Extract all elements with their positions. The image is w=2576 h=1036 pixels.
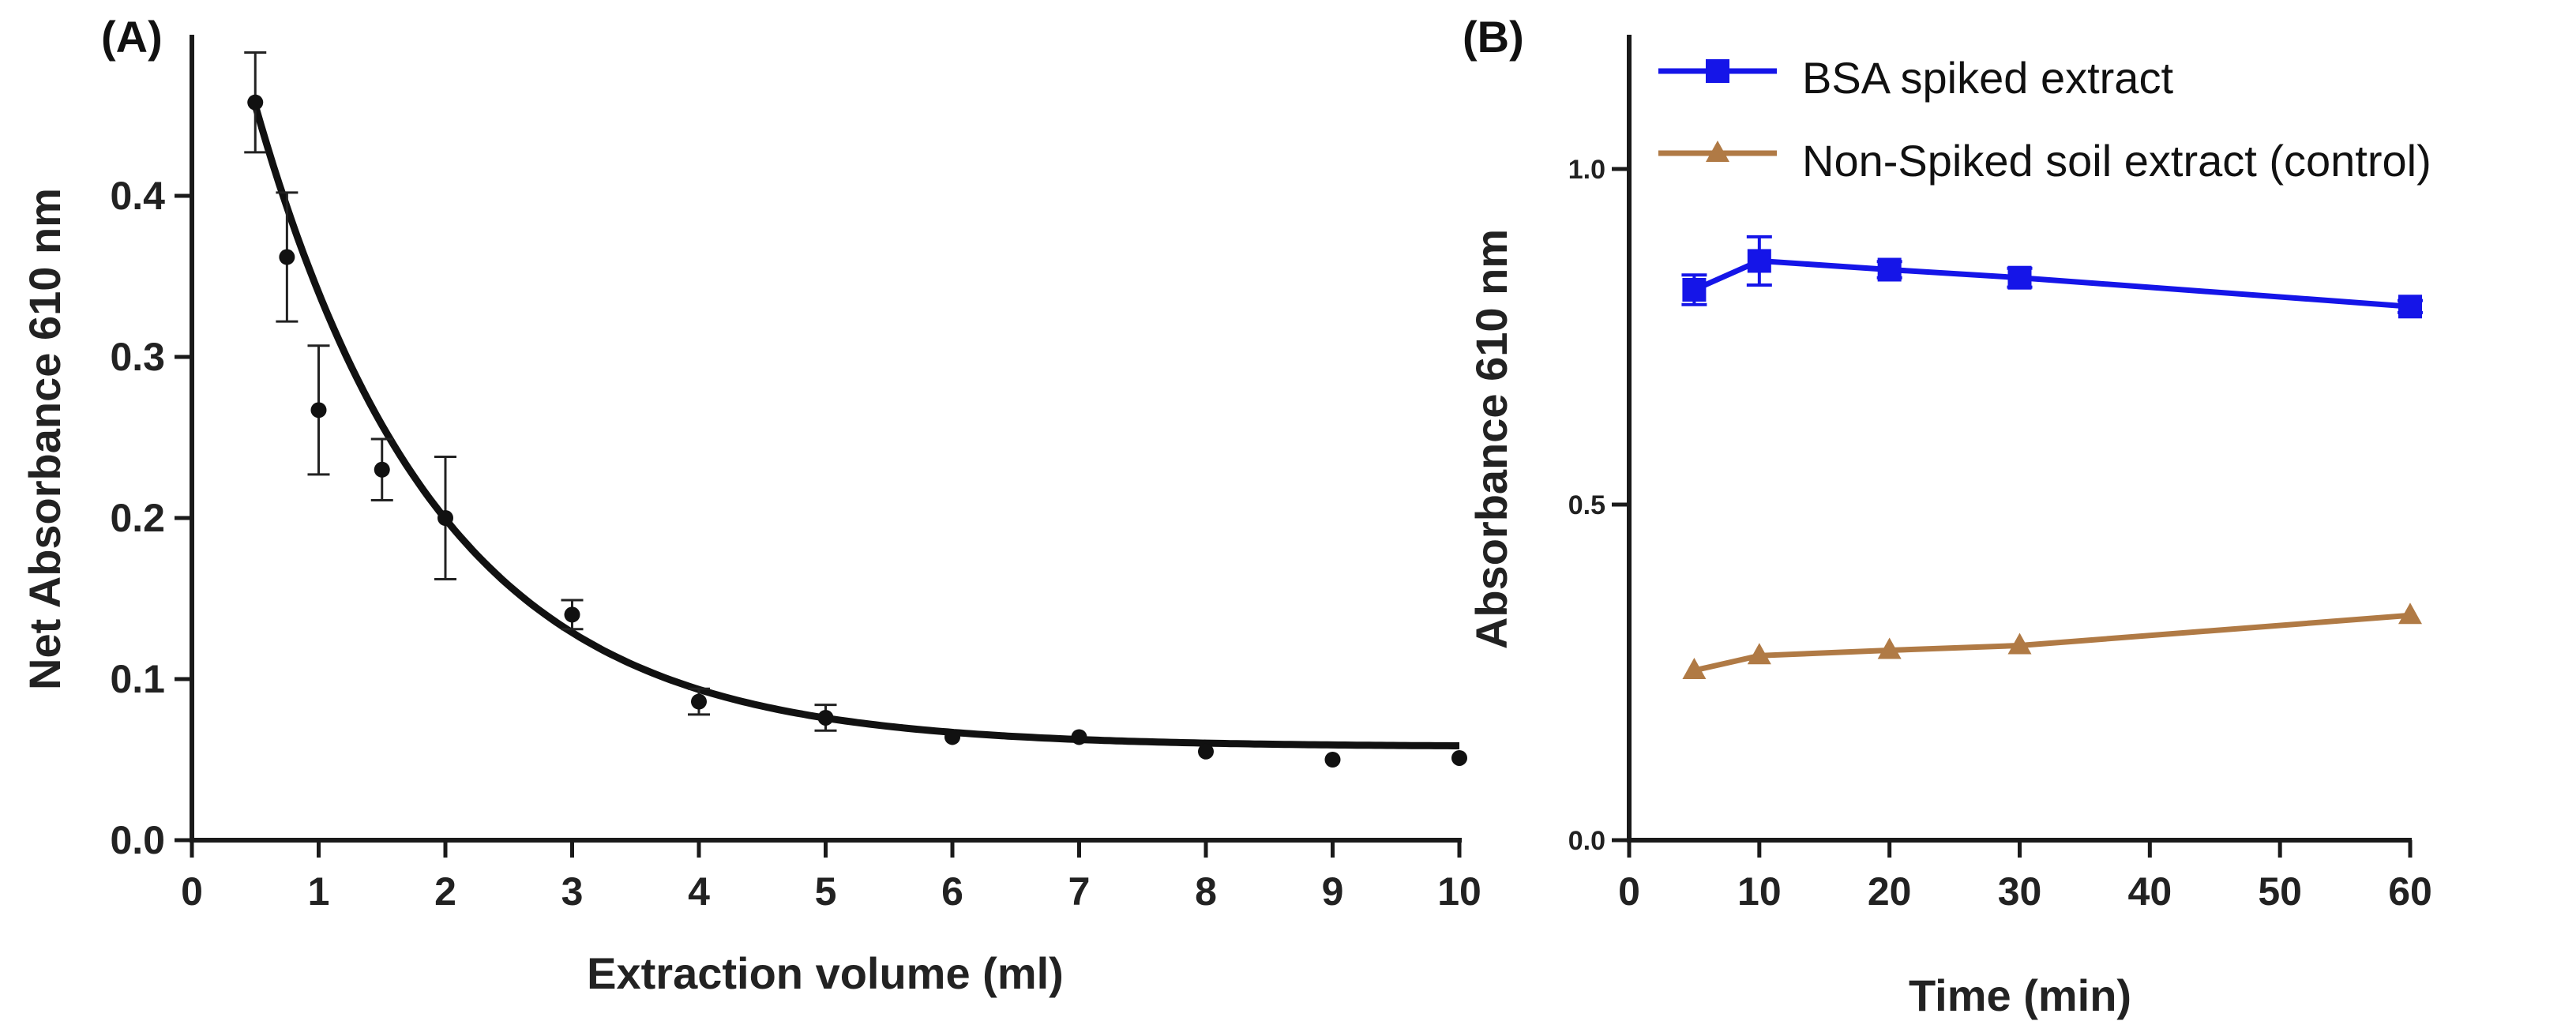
- panel-b-series-control: [1682, 602, 2422, 679]
- panel-a-data-point: [691, 693, 707, 710]
- panel-a-y-tick-label: 0.1: [110, 657, 165, 701]
- panel-a-data-point: [1324, 752, 1341, 768]
- panel-a-y-tick-label: 0.2: [110, 496, 165, 540]
- panel-b-legend: BSA spiked extract Non-Spiked soil extra…: [1658, 53, 2431, 186]
- panel-a-data-point: [1198, 743, 1214, 760]
- panel-a-x-tick-label: 3: [561, 869, 584, 914]
- panel-b-x-tick-label: 60: [2388, 869, 2432, 914]
- panel-a-x-tick-label: 5: [815, 869, 837, 914]
- panel-b-data-point: [1877, 637, 1902, 659]
- panel-a-fit-curve-group: [251, 104, 1459, 749]
- panel-b-x-tick-label: 40: [2128, 869, 2172, 914]
- panel-a-data-point: [817, 709, 834, 726]
- panel-b-data-point: [1682, 657, 1707, 679]
- panel-b-data-point: [1877, 257, 1902, 282]
- panel-a-data-point: [1071, 729, 1087, 745]
- panel-a-data-point: [564, 606, 580, 623]
- panel-b-data-point: [1747, 643, 1771, 665]
- panel-a-x-tick-label: 4: [688, 869, 710, 914]
- panel-b-x-tick-label: 30: [1998, 869, 2042, 914]
- panel-b-data-point: [2398, 602, 2422, 625]
- legend-symbol-control: [1658, 141, 1777, 162]
- panel-b-x-tick-label: 50: [2258, 869, 2302, 914]
- legend-label-control: Non-Spiked soil extract (control): [1802, 136, 2431, 186]
- panel-a-x-tick-label: 8: [1195, 869, 1217, 914]
- panel-a-x-tick-label: 0: [181, 869, 203, 914]
- panel-a-fit-curve: [251, 104, 1459, 749]
- panel-a-x-tick-label: 2: [434, 869, 456, 914]
- panel-a-data-point: [437, 510, 453, 526]
- panel-a-y-axis-label: Net Absorbance 610 nm: [20, 188, 69, 690]
- legend-marker: [1706, 141, 1729, 162]
- panel-b-x-axis-label: Time (min): [1909, 970, 2131, 1020]
- panel-b: (B) 0 10 20 30 40 50 60 0.0 0.5 1.0 BSA spiked e…: [1463, 12, 2432, 1020]
- panel-b-x-tick-label: 10: [1737, 869, 1782, 914]
- panel-b-x-tick-label: 20: [1868, 869, 1912, 914]
- panel-a-x-tick-label: 10: [1437, 869, 1481, 914]
- legend-symbol-bsa: [1658, 59, 1777, 83]
- panel-b-data-point: [1747, 249, 1771, 273]
- panel-b-data-point: [2398, 295, 2422, 319]
- panel-b-y-ticks: 0.0 0.5 1.0: [1568, 155, 1629, 856]
- panel-b-series-line: [1693, 612, 2411, 674]
- panel-b-y-tick-label: 0.0: [1568, 826, 1605, 856]
- panel-a-points: [244, 51, 1467, 768]
- panel-a-data-point: [374, 461, 390, 478]
- panel-a-x-tick-label: 1: [308, 869, 330, 914]
- panel-b-data-point: [2007, 265, 2032, 290]
- panel-a-y-ticks: 0.0 0.1 0.2 0.3 0.4: [110, 174, 192, 862]
- panel-b-series-line: [1692, 257, 2411, 310]
- panel-a-x-tick-label: 6: [941, 869, 963, 914]
- panel-a-data-point: [247, 94, 264, 111]
- panel-a-y-tick-label: 0.3: [110, 335, 165, 379]
- panel-b-y-tick-label: 0.5: [1568, 490, 1605, 520]
- panel-b-x-tick-label: 0: [1618, 869, 1640, 914]
- panel-a-data-point: [310, 402, 327, 419]
- panel-b-series: [1681, 235, 2423, 679]
- panel-a-label: (A): [101, 12, 163, 62]
- panel-a: (A) 0 1 2 3 4 5 6 7 8 9 10 0.0 0.1 0.2 0.3 0.4 Extract…: [20, 12, 1481, 998]
- panel-a-x-ticks: 0 1 2 3 4 5 6 7 8 9 10: [181, 840, 1481, 914]
- panel-a-data-point: [944, 729, 960, 745]
- panel-b-data-point: [1682, 278, 1707, 302]
- panel-b-x-ticks: 0 10 20 30 40 50 60: [1618, 840, 2432, 914]
- panel-b-series-bsa: [1681, 235, 2423, 319]
- panel-b-data-point: [2007, 632, 2032, 655]
- panel-a-x-axis-label: Extraction volume (ml): [587, 948, 1064, 998]
- panel-b-label: (B): [1463, 12, 1524, 62]
- panel-a-x-tick-label: 9: [1322, 869, 1344, 914]
- panel-a-data-point: [279, 249, 295, 265]
- legend-marker: [1706, 59, 1729, 83]
- panel-b-y-axis-label: Absorbance 610 nm: [1466, 229, 1516, 649]
- panel-a-data-point: [1451, 749, 1467, 766]
- panel-b-y-tick-label: 1.0: [1568, 155, 1605, 185]
- panel-a-y-tick-label: 0.0: [110, 818, 165, 862]
- panel-a-x-tick-label: 7: [1068, 869, 1091, 914]
- legend-label-bsa: BSA spiked extract: [1802, 53, 2173, 103]
- panel-a-y-tick-label: 0.4: [110, 174, 165, 218]
